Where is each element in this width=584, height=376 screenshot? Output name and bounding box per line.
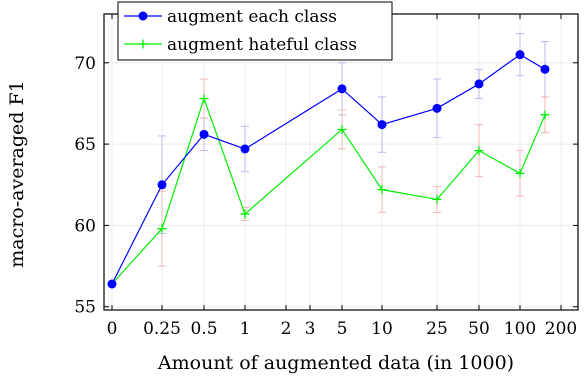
data-point <box>474 79 484 89</box>
x-tick-label: 3 <box>305 319 316 339</box>
x-tick-label: 10 <box>371 319 393 339</box>
y-tick-label: 65 <box>74 135 96 155</box>
legend-marker <box>138 39 148 49</box>
legend: augment each class augment hateful class <box>117 1 393 61</box>
x-tick-labels: 0 0.25 0.5 1 2 3 5 10 25 50 100 200 <box>107 319 578 339</box>
data-point <box>432 103 442 113</box>
y-tick-label: 55 <box>74 298 96 318</box>
error-bars <box>158 33 549 267</box>
legend-label: augment each class <box>167 7 337 27</box>
markers <box>107 50 550 289</box>
x-tick-label: 0 <box>107 319 118 339</box>
y-tick-label: 70 <box>74 54 96 74</box>
data-point <box>157 224 167 234</box>
x-tick-label: 50 <box>468 319 490 339</box>
data-point <box>540 64 550 74</box>
data-point <box>199 94 209 104</box>
data-point <box>107 279 117 289</box>
x-axis-label: Amount of augmented data (in 1000) <box>157 352 514 374</box>
data-point <box>199 129 209 139</box>
x-tick-label: 2 <box>281 319 292 339</box>
legend-items: augment each class augment hateful class <box>124 7 357 55</box>
data-point <box>474 146 484 156</box>
data-point <box>337 84 347 94</box>
series-lines <box>111 53 546 285</box>
y-tick-labels: 55 60 65 70 <box>74 54 96 318</box>
data-point <box>432 194 442 204</box>
data-point <box>515 168 525 178</box>
x-tick-label: 1 <box>240 319 251 339</box>
x-tick-label: 100 <box>504 319 536 339</box>
data-point <box>540 110 550 120</box>
y-axis-label: macro-averaged F1 <box>6 80 28 268</box>
series-line <box>111 96 546 285</box>
y-tick-label: 60 <box>74 216 96 236</box>
data-point <box>240 209 250 219</box>
x-tick-label: 5 <box>337 319 348 339</box>
data-point <box>337 124 347 134</box>
x-tick-label: 0.25 <box>143 319 181 339</box>
series-line <box>111 53 546 285</box>
x-tick-label: 25 <box>426 319 448 339</box>
legend-label: augment hateful class <box>167 35 357 55</box>
x-tick-label: 200 <box>545 319 577 339</box>
x-tick-label: 0.5 <box>190 319 217 339</box>
legend-marker <box>138 11 148 21</box>
data-point <box>157 180 167 190</box>
data-point <box>240 144 250 154</box>
data-point <box>515 50 525 60</box>
legend-box <box>117 1 393 61</box>
data-point <box>377 185 387 195</box>
data-point <box>377 120 387 130</box>
